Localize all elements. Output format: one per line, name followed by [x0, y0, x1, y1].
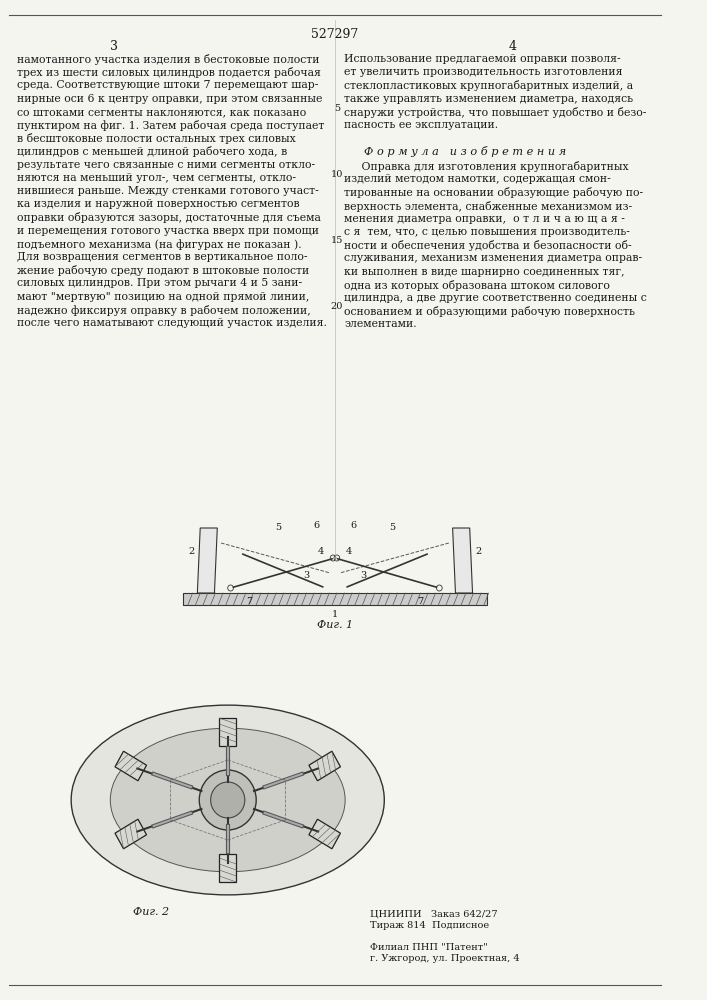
- Text: цилиндров с меньшей длиной рабочего хода, в: цилиндров с меньшей длиной рабочего хода…: [17, 146, 287, 157]
- Text: 2: 2: [475, 546, 481, 556]
- Text: служивания, механизм изменения диаметра оправ-: служивания, механизм изменения диаметра …: [344, 253, 643, 263]
- Text: 6: 6: [313, 520, 319, 530]
- Text: ет увеличить производительность изготовления: ет увеличить производительность изготовл…: [344, 67, 623, 77]
- Text: со штоками сегменты наклоняются, как показано: со штоками сегменты наклоняются, как пок…: [17, 107, 306, 117]
- Text: 3: 3: [361, 570, 366, 580]
- Text: 2: 2: [189, 546, 195, 556]
- Text: нившиеся раньше. Между стенками готового участ-: нившиеся раньше. Между стенками готового…: [17, 186, 319, 196]
- Text: нирные оси 6 к центру оправки, при этом связанные: нирные оси 6 к центру оправки, при этом …: [17, 94, 322, 104]
- Text: 4: 4: [508, 40, 516, 53]
- Text: Тираж 814  Подписное: Тираж 814 Подписное: [370, 921, 489, 930]
- Text: ности и обеспечения удобства и безопасности об-: ности и обеспечения удобства и безопасно…: [344, 240, 632, 251]
- Text: Использование предлагаемой оправки позволя-: Использование предлагаемой оправки позво…: [344, 54, 621, 64]
- Text: намотанного участка изделия в бестоковые полости: намотанного участка изделия в бестоковые…: [17, 54, 320, 65]
- Text: с я  тем, что, с целью повышения производитель-: с я тем, что, с целью повышения производ…: [344, 227, 631, 237]
- Text: тированные на основании образующие рабочую по-: тированные на основании образующие рабоч…: [344, 187, 643, 198]
- Text: Фиг. 2: Фиг. 2: [133, 907, 169, 917]
- Text: 7: 7: [417, 597, 423, 606]
- Text: ка изделия и наружной поверхностью сегментов: ка изделия и наружной поверхностью сегме…: [17, 199, 300, 209]
- Text: 1: 1: [332, 610, 338, 619]
- Text: цилиндра, а две другие соответственно соединены с: цилиндра, а две другие соответственно со…: [344, 293, 647, 303]
- Polygon shape: [309, 751, 341, 781]
- Text: 3: 3: [110, 40, 118, 53]
- Polygon shape: [309, 819, 341, 849]
- Text: Для возвращения сегментов в вертикальное поло-: Для возвращения сегментов в вертикальное…: [17, 252, 308, 262]
- Text: ЦНИИПИ   Заказ 642/27: ЦНИИПИ Заказ 642/27: [370, 910, 498, 919]
- Polygon shape: [452, 528, 472, 593]
- Text: ки выполнен в виде шарнирно соединенных тяг,: ки выполнен в виде шарнирно соединенных …: [344, 267, 625, 277]
- Text: стеклопластиковых крупногабаритных изделий, а: стеклопластиковых крупногабаритных издел…: [344, 80, 633, 91]
- Text: оправки образуются зазоры, достаточные для съема: оправки образуются зазоры, достаточные д…: [17, 212, 321, 223]
- Text: мают "мертвую" позицию на одной прямой линии,: мают "мертвую" позицию на одной прямой л…: [17, 292, 310, 302]
- Text: менения диаметра оправки,  о т л и ч а ю щ а я -: менения диаметра оправки, о т л и ч а ю …: [344, 214, 625, 224]
- Text: 20: 20: [331, 302, 343, 311]
- Polygon shape: [115, 819, 146, 849]
- Polygon shape: [219, 718, 236, 746]
- Text: пунктиром на фиг. 1. Затем рабочая среда поступает: пунктиром на фиг. 1. Затем рабочая среда…: [17, 120, 325, 131]
- Circle shape: [211, 782, 245, 818]
- Text: верхность элемента, снабженные механизмом из-: верхность элемента, снабженные механизмо…: [344, 201, 633, 212]
- Polygon shape: [115, 751, 146, 781]
- Bar: [183, 593, 487, 605]
- Text: снаружи устройства, что повышает удобство и безо-: снаружи устройства, что повышает удобств…: [344, 107, 647, 118]
- Text: г. Ужгород, ул. Проектная, 4: г. Ужгород, ул. Проектная, 4: [370, 954, 520, 963]
- Text: 15: 15: [331, 236, 343, 245]
- Text: 3: 3: [303, 570, 310, 580]
- Text: и перемещения готового участка вверх при помощи: и перемещения готового участка вверх при…: [17, 226, 319, 236]
- Text: 4: 4: [317, 546, 324, 556]
- Text: изделий методом намотки, содержащая смон-: изделий методом намотки, содержащая смон…: [344, 174, 611, 184]
- Text: трех из шести силовых цилиндров подается рабочая: трех из шести силовых цилиндров подается…: [17, 67, 321, 78]
- Polygon shape: [197, 528, 217, 593]
- Text: 5: 5: [275, 524, 281, 532]
- Text: элементами.: элементами.: [344, 319, 417, 329]
- Circle shape: [199, 770, 256, 830]
- Text: Филиал ПНП "Патент": Филиал ПНП "Патент": [370, 943, 488, 952]
- Text: няются на меньший угол-, чем сегменты, откло-: няются на меньший угол-, чем сегменты, о…: [17, 173, 296, 183]
- Text: в бесштоковые полости остальных трех силовых: в бесштоковые полости остальных трех сил…: [17, 133, 296, 144]
- Text: Ф о р м у л а   и з о б р е т е н и я: Ф о р м у л а и з о б р е т е н и я: [364, 146, 566, 157]
- Text: 527297: 527297: [311, 28, 358, 41]
- Text: после чего наматывают следующий участок изделия.: после чего наматывают следующий участок …: [17, 318, 327, 328]
- Text: 5: 5: [389, 524, 395, 532]
- Text: среда. Соответствующие штоки 7 перемещают шар-: среда. Соответствующие штоки 7 перемещаю…: [17, 80, 318, 90]
- Text: основанием и образующими рабочую поверхность: основанием и образующими рабочую поверхн…: [344, 306, 636, 317]
- Text: одна из которых образована штоком силового: одна из которых образована штоком силово…: [344, 280, 610, 291]
- Text: пасность ее эксплуатации.: пасность ее эксплуатации.: [344, 120, 498, 130]
- Text: Фиг. 1: Фиг. 1: [317, 620, 353, 630]
- Text: подъемного механизма (на фигурах не показан ).: подъемного механизма (на фигурах не пока…: [17, 239, 302, 250]
- Text: силовых цилиндров. При этом рычаги 4 и 5 зани-: силовых цилиндров. При этом рычаги 4 и 5…: [17, 278, 302, 288]
- Text: 10: 10: [331, 170, 343, 179]
- Ellipse shape: [71, 705, 385, 895]
- Text: Оправка для изготовления крупногабаритных: Оправка для изготовления крупногабаритны…: [344, 161, 629, 172]
- Text: результате чего связанные с ними сегменты откло-: результате чего связанные с ними сегмент…: [17, 160, 315, 170]
- Text: 5: 5: [334, 104, 340, 113]
- Ellipse shape: [110, 728, 345, 872]
- Text: 4: 4: [346, 546, 352, 556]
- Polygon shape: [219, 854, 236, 882]
- Text: надежно фиксируя оправку в рабочем положении,: надежно фиксируя оправку в рабочем полож…: [17, 305, 311, 316]
- Text: 7: 7: [247, 597, 252, 606]
- Text: 6: 6: [351, 520, 357, 530]
- Text: жение рабочую среду подают в штоковые полости: жение рабочую среду подают в штоковые по…: [17, 265, 310, 276]
- Text: также управлять изменением диаметра, находясь: также управлять изменением диаметра, нах…: [344, 94, 633, 104]
